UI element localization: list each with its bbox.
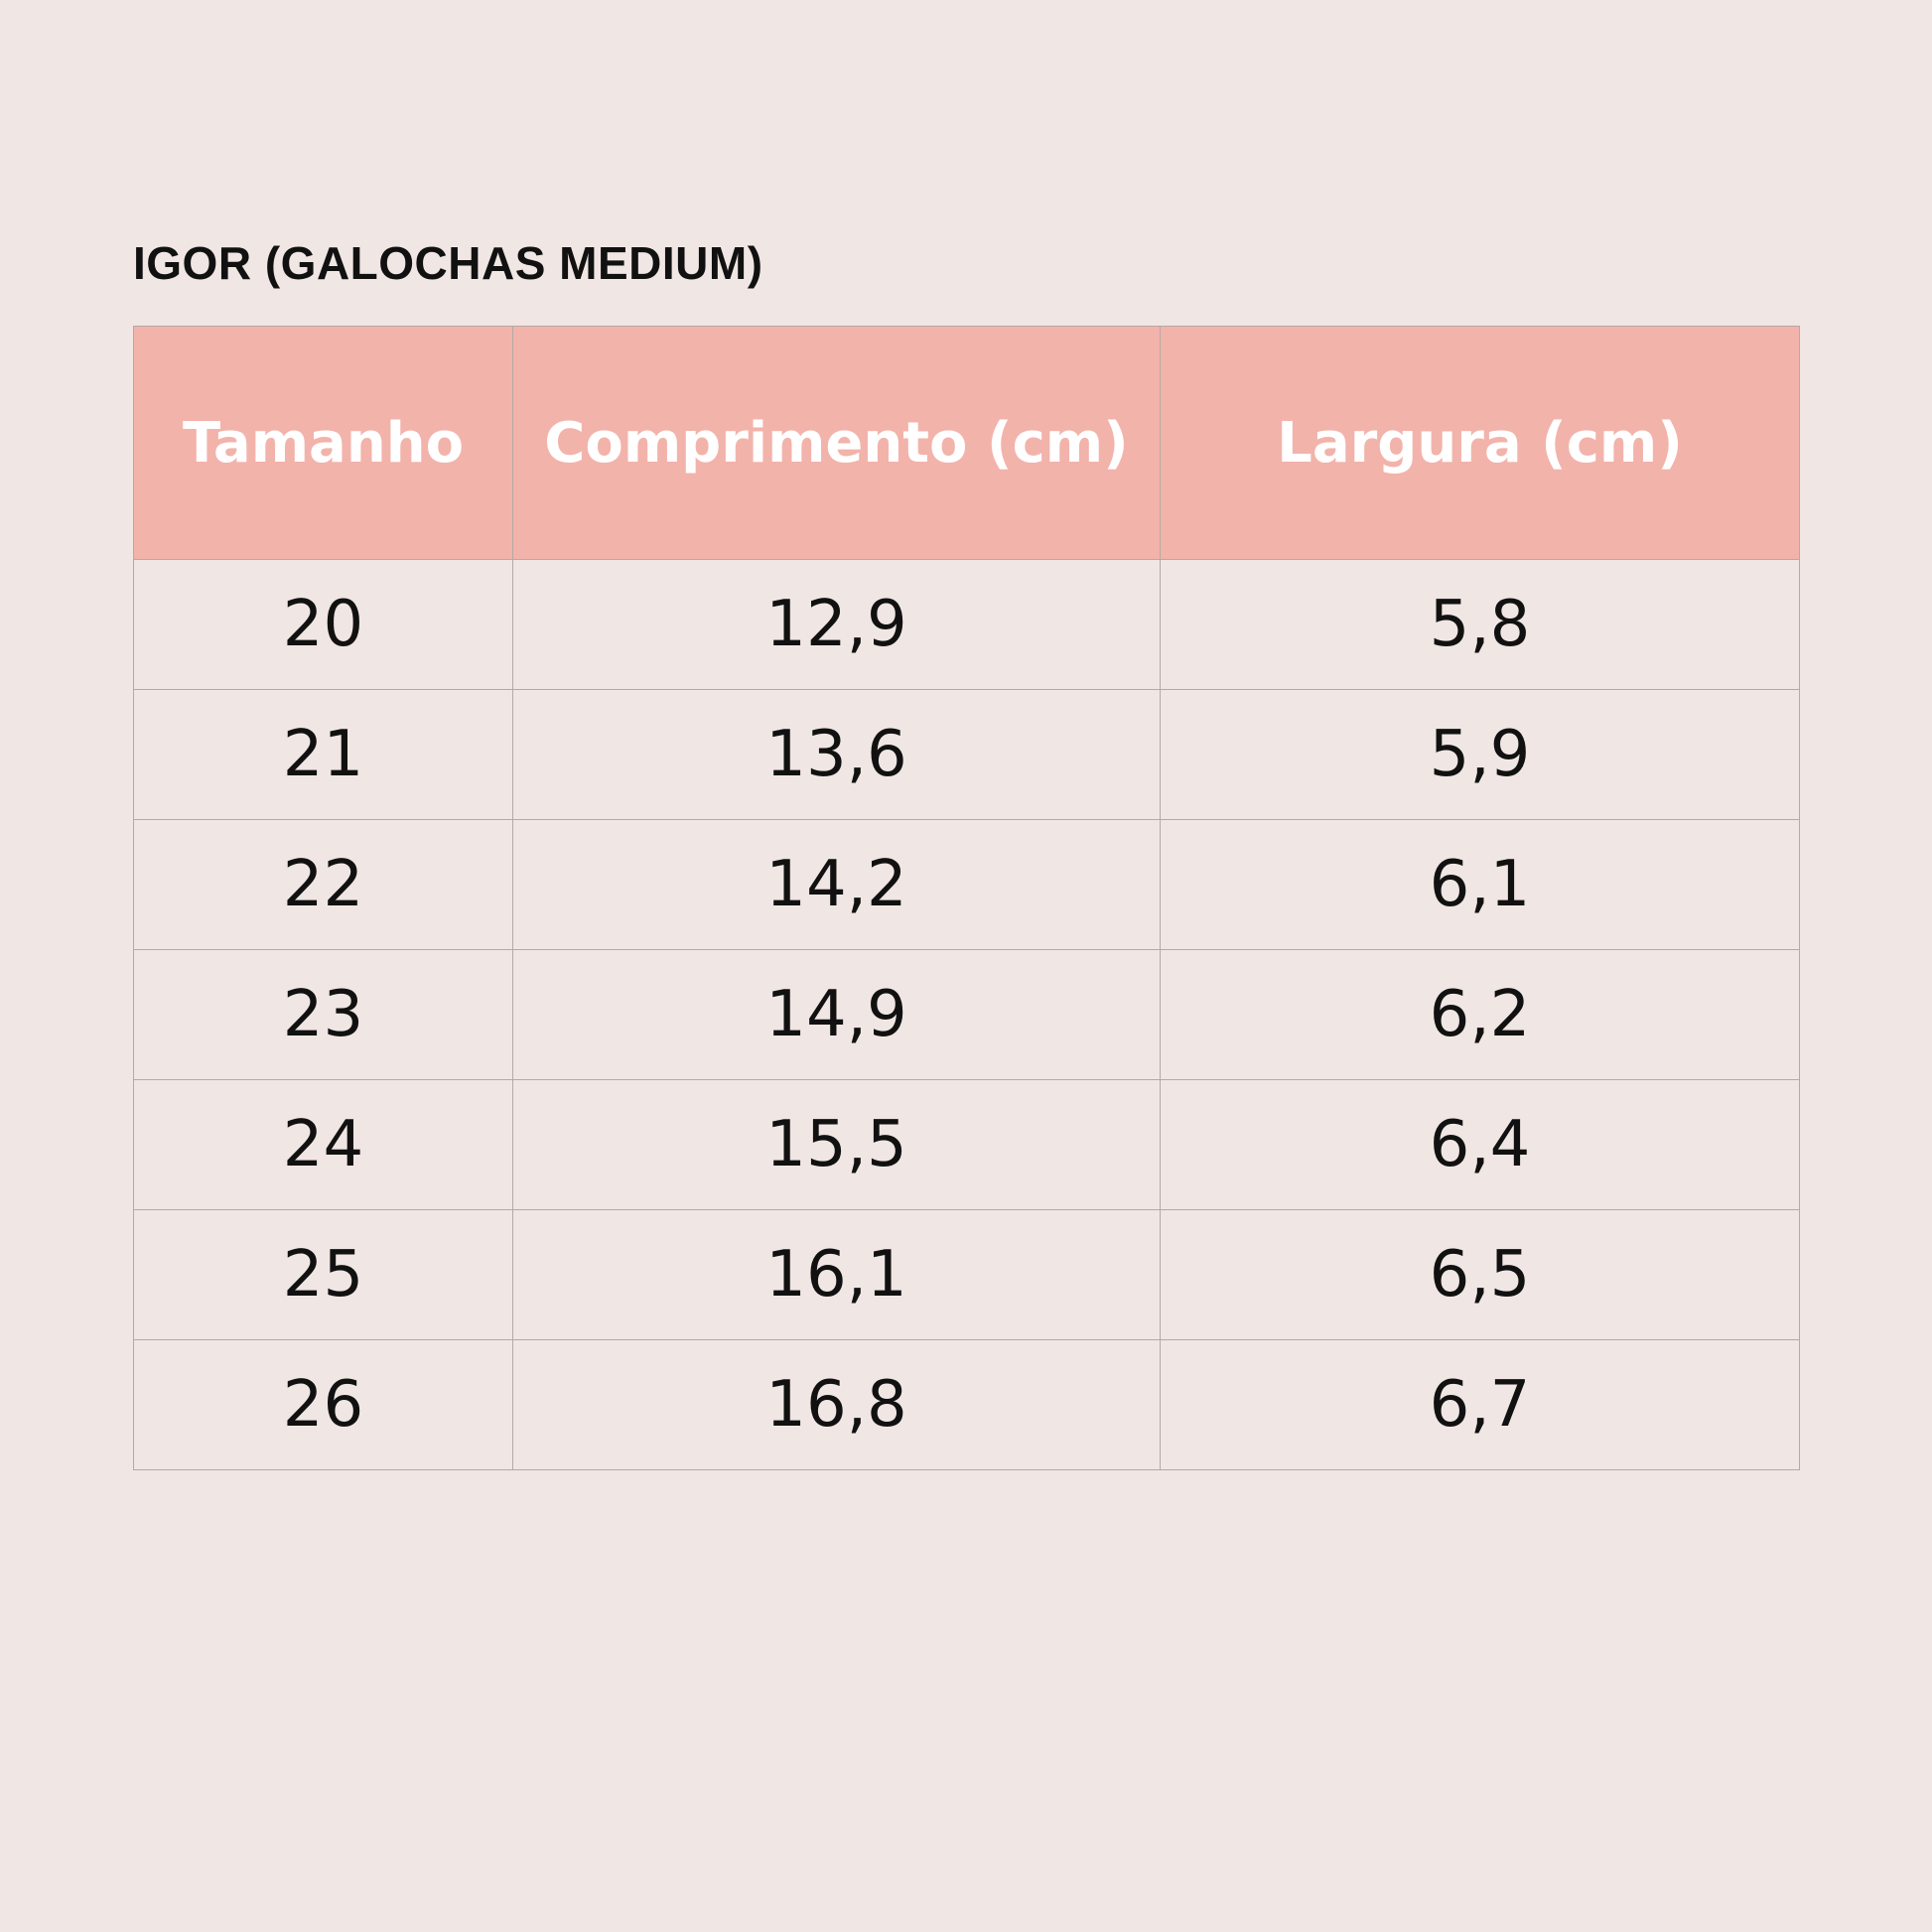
header-cell: Largura (cm)	[1160, 326, 1800, 560]
table-cell: 6,7	[1160, 1339, 1800, 1470]
header-cell: Comprimento (cm)	[512, 326, 1161, 560]
table-row: 22 14,2 6,1	[133, 819, 1800, 950]
table-cell: 22	[133, 819, 513, 950]
header-row: Tamanho Comprimento (cm) Largura (cm)	[133, 326, 1800, 560]
table-row: 25 16,1 6,5	[133, 1209, 1800, 1340]
table-row: 24 15,5 6,4	[133, 1079, 1800, 1210]
table-cell: 24	[133, 1079, 513, 1210]
table-row: 20 12,9 5,8	[133, 559, 1800, 690]
size-table: Tamanho Comprimento (cm) Largura (cm) 20 12…	[133, 326, 1800, 1470]
title: IGOR (GALOCHAS MEDIUM)	[133, 237, 763, 289]
table-cell: 12,9	[512, 559, 1161, 690]
table-cell: 26	[133, 1339, 513, 1470]
table-row: 26 16,8 6,7	[133, 1339, 1800, 1470]
table-cell: 15,5	[512, 1079, 1161, 1210]
table-cell: 13,6	[512, 689, 1161, 820]
table-cell: 6,1	[1160, 819, 1800, 950]
table-row: 21 13,6 5,9	[133, 689, 1800, 820]
table-body: 20 12,9 5,8 21 13,6 5,9 22 14,2 6,1 23 14,9 6,2 24 15…	[133, 559, 1800, 1470]
table-cell: 16,8	[512, 1339, 1161, 1470]
table-cell: 5,9	[1160, 689, 1800, 820]
table-cell: 23	[133, 949, 513, 1080]
header-cell: Tamanho	[133, 326, 513, 560]
table-cell: 14,9	[512, 949, 1161, 1080]
table-cell: 16,1	[512, 1209, 1161, 1340]
table-cell: 6,4	[1160, 1079, 1800, 1210]
table-cell: 20	[133, 559, 513, 690]
table-row: 23 14,9 6,2	[133, 949, 1800, 1080]
table-cell: 14,2	[512, 819, 1161, 950]
table-cell: 6,2	[1160, 949, 1800, 1080]
table-cell: 6,5	[1160, 1209, 1800, 1340]
table-cell: 5,8	[1160, 559, 1800, 690]
table-cell: 21	[133, 689, 513, 820]
table-cell: 25	[133, 1209, 513, 1340]
